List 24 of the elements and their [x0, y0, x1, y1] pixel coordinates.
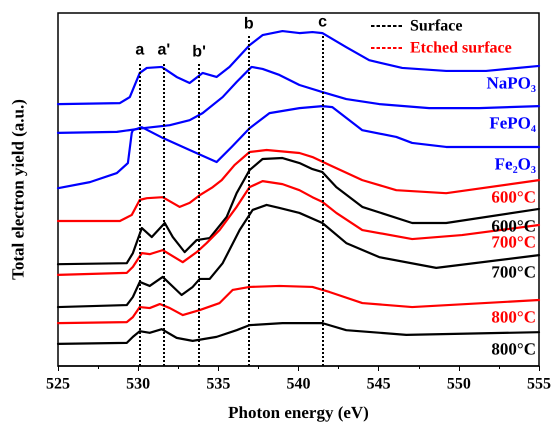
ref-line-label: c — [318, 14, 328, 30]
annotation: Surface — [410, 18, 462, 34]
x-tick-label: 550 — [446, 376, 471, 392]
x-tick-label: 555 — [527, 376, 551, 392]
x-tick-label: 530 — [126, 376, 150, 392]
x-tick-label: 545 — [366, 376, 391, 392]
ref-line-label: b — [244, 16, 254, 32]
series-label: 600°C — [491, 188, 536, 207]
x-tick-label: 525 — [46, 376, 70, 392]
y-axis-title: Total electron yield (a.u.) — [8, 99, 28, 280]
ref-line-label: b' — [192, 44, 206, 60]
series-label: 700°C — [491, 262, 536, 282]
ref-line-label: a — [135, 42, 144, 58]
series-label: 800°C — [491, 340, 536, 359]
series-label: NaPO₃ — [486, 73, 536, 92]
annotation: Etched surface — [410, 40, 512, 56]
series-label: Fe₂O₃ — [494, 154, 536, 174]
x-tick-label: 540 — [286, 376, 310, 392]
x-axis-title: Photon energy (eV) — [228, 403, 369, 422]
series-label: 800°C — [491, 308, 536, 327]
series-label: FePO₄ — [489, 114, 536, 133]
ref-line-label: a' — [157, 42, 170, 58]
x-tick-label: 535 — [206, 376, 230, 392]
series-label: 700°C — [491, 232, 536, 252]
